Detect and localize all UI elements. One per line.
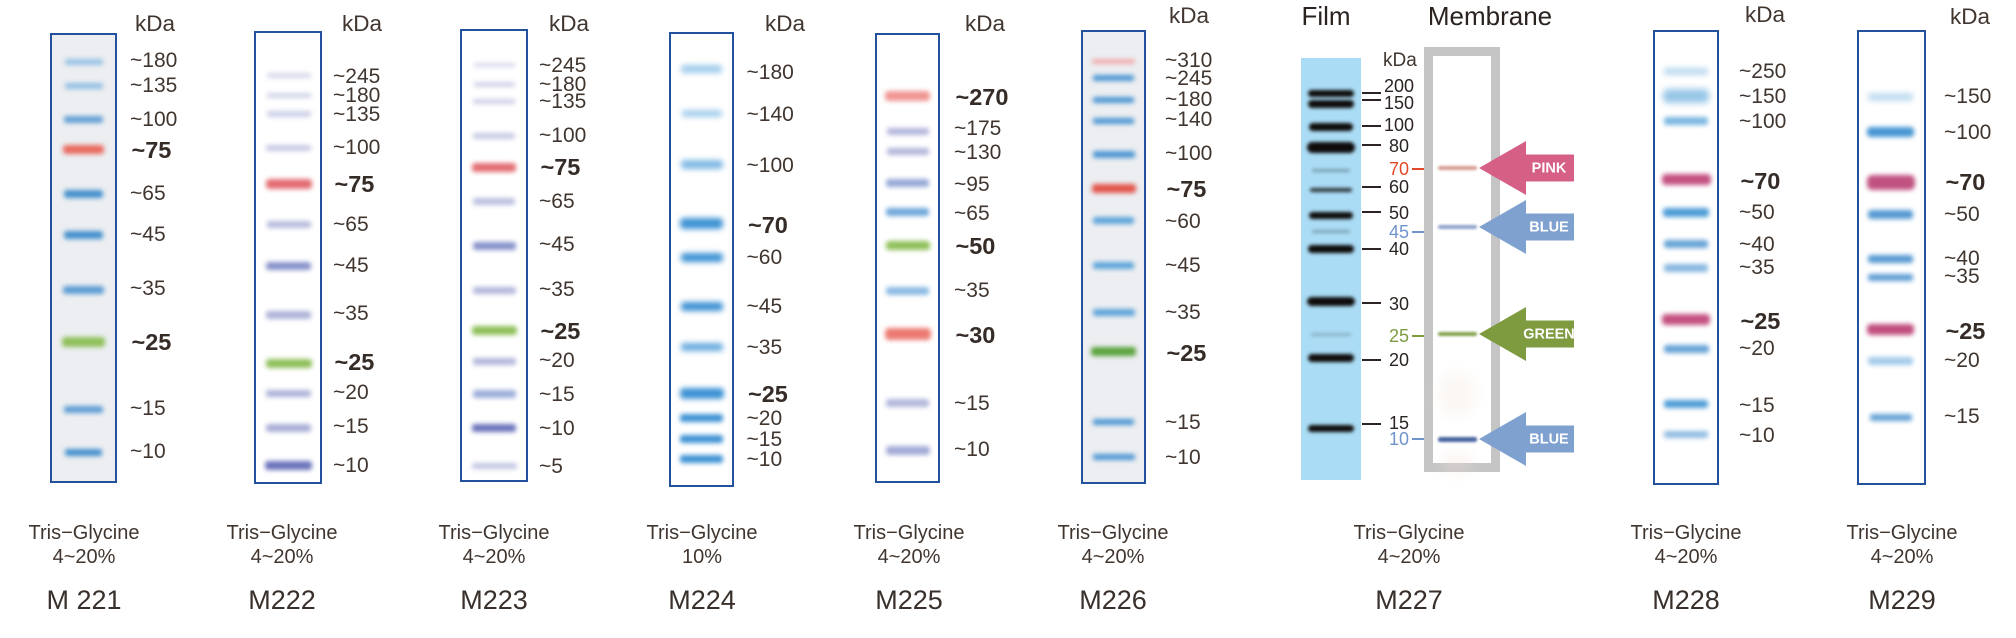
svg-text:BLUE: BLUE xyxy=(1529,432,1569,448)
svg-text:BLUE: BLUE xyxy=(1529,220,1569,236)
svg-text:GREEN: GREEN xyxy=(1523,327,1574,343)
svg-text:PINK: PINK xyxy=(1531,161,1566,177)
